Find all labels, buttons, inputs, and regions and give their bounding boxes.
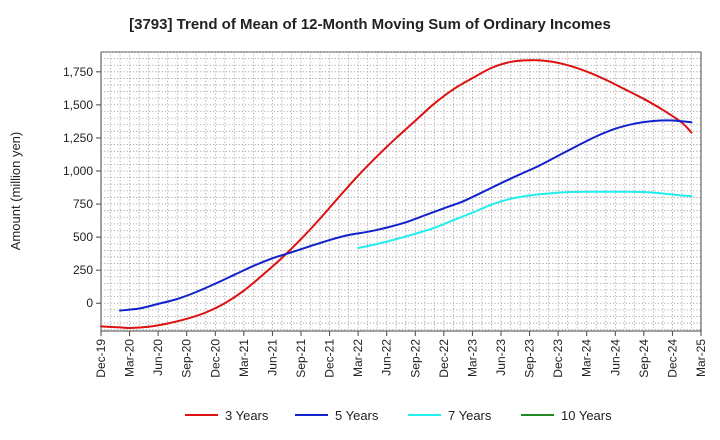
x-tick-label: Jun-21 [265,339,279,376]
y-axis-label: Amount (million yen) [8,132,23,251]
x-tick-label: Mar-23 [465,339,479,377]
x-tick-label: Sep-20 [180,339,194,378]
x-tick-label: Jun-20 [151,339,165,376]
x-axis-ticks: Dec-19 Mar-20 Jun-20 Sep-20 Dec-20 Mar-21 Jun-… [94,331,708,378]
x-tick-label: Sep-22 [408,339,422,378]
x-tick-label: Dec-24 [665,339,679,378]
y-tick-label: 1,750 [63,65,93,79]
x-tick-label: Dec-20 [208,339,222,378]
x-tick-label: Jun-22 [380,339,394,376]
legend: 3 Years 5 Years 7 Years 10 Years [185,408,612,423]
x-tick-label: Sep-23 [523,339,537,378]
series-line-7-years [357,190,693,249]
grid [101,51,701,331]
y-tick-label: 1,250 [63,131,93,145]
chart-title: [3793] Trend of Mean of 12-Month Moving … [129,16,611,33]
y-tick-label: 0 [86,296,93,310]
legend-label-3-years: 3 Years [225,408,269,423]
x-tick-label: Dec-23 [551,339,565,378]
y-tick-label: 750 [73,197,93,211]
x-tick-label: Mar-25 [694,339,708,377]
x-tick-label: Dec-22 [437,339,451,378]
x-tick-label: Mar-20 [123,339,137,377]
legend-label-7-years: 7 Years [448,408,492,423]
x-tick-label: Mar-22 [351,339,365,377]
x-tick-label: Jun-23 [494,339,508,376]
x-tick-label: Dec-21 [323,339,337,378]
series-line-3-years [100,59,693,329]
y-tick-label: 1,500 [63,98,93,112]
y-tick-label: 500 [73,230,93,244]
x-tick-label: Jun-24 [608,339,622,376]
x-tick-label: Mar-24 [580,339,594,377]
series-layer [100,59,693,329]
legend-label-5-years: 5 Years [335,408,379,423]
series-line-5-years [119,119,693,312]
y-axis-ticks: 0 250 500 750 1,000 1,250 1,500 1,750 [63,65,101,310]
x-tick-label: Dec-19 [94,339,108,378]
y-tick-label: 250 [73,263,93,277]
x-tick-label: Sep-21 [294,339,308,378]
legend-label-10-years: 10 Years [561,408,612,423]
y-tick-label: 1,000 [63,164,93,178]
x-tick-label: Mar-21 [237,339,251,377]
x-tick-label: Sep-24 [637,339,651,378]
